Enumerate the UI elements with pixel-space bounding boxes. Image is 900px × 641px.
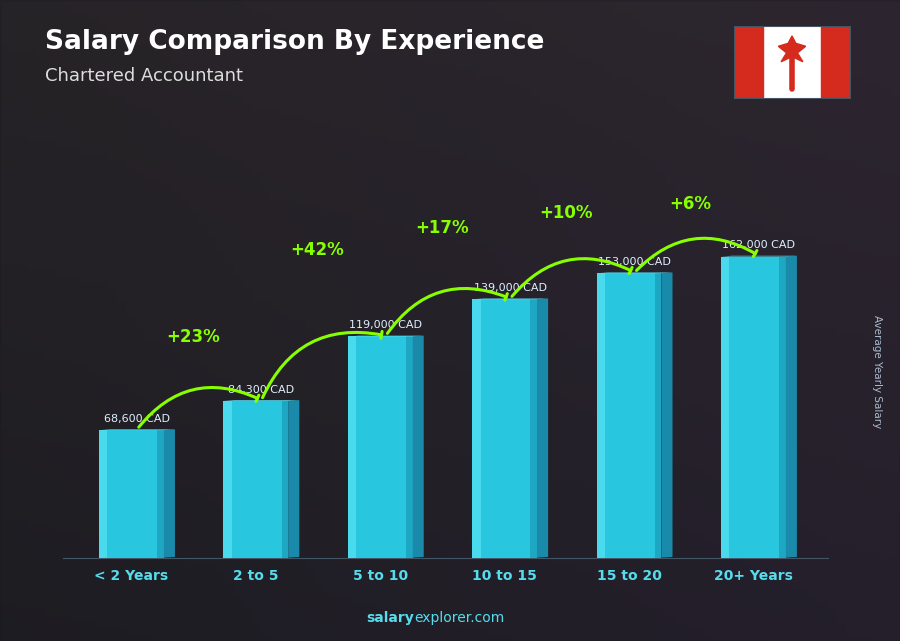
Bar [597, 273, 605, 558]
Text: +10%: +10% [539, 204, 593, 222]
Polygon shape [288, 400, 300, 558]
Text: +42%: +42% [291, 242, 345, 260]
Text: Average Yearly Salary: Average Yearly Salary [872, 315, 883, 428]
Bar [99, 430, 164, 558]
Text: 84,300 CAD: 84,300 CAD [229, 385, 294, 395]
Polygon shape [786, 256, 796, 558]
Polygon shape [164, 429, 175, 558]
Bar [821, 26, 850, 99]
Bar [348, 337, 412, 558]
Polygon shape [537, 299, 548, 558]
Bar [406, 337, 412, 558]
Text: 68,600 CAD: 68,600 CAD [104, 414, 170, 424]
Bar [472, 299, 481, 558]
Polygon shape [99, 429, 175, 430]
Bar [655, 273, 661, 558]
Text: 162,000 CAD: 162,000 CAD [723, 240, 796, 250]
Bar [721, 256, 786, 558]
Text: 119,000 CAD: 119,000 CAD [349, 320, 422, 330]
Polygon shape [348, 336, 424, 337]
Text: Salary Comparison By Experience: Salary Comparison By Experience [45, 29, 544, 55]
Bar [223, 401, 232, 558]
Bar [734, 26, 763, 99]
Bar [779, 256, 786, 558]
Text: 153,000 CAD: 153,000 CAD [598, 257, 671, 267]
Text: +17%: +17% [415, 219, 469, 237]
Bar [99, 430, 107, 558]
Polygon shape [778, 36, 806, 62]
Polygon shape [223, 400, 300, 401]
Bar [597, 273, 662, 558]
Polygon shape [597, 272, 672, 273]
Text: 139,000 CAD: 139,000 CAD [473, 283, 546, 293]
Bar [721, 256, 729, 558]
Bar [348, 337, 356, 558]
Text: +23%: +23% [166, 328, 220, 346]
Bar [282, 401, 288, 558]
Bar [530, 299, 537, 558]
Bar [223, 401, 288, 558]
Text: explorer.com: explorer.com [414, 611, 504, 625]
Text: Chartered Accountant: Chartered Accountant [45, 67, 243, 85]
Polygon shape [412, 336, 424, 558]
Bar [472, 299, 537, 558]
Text: +6%: +6% [670, 195, 712, 213]
Bar [158, 430, 164, 558]
Polygon shape [662, 272, 672, 558]
Text: salary: salary [366, 611, 414, 625]
